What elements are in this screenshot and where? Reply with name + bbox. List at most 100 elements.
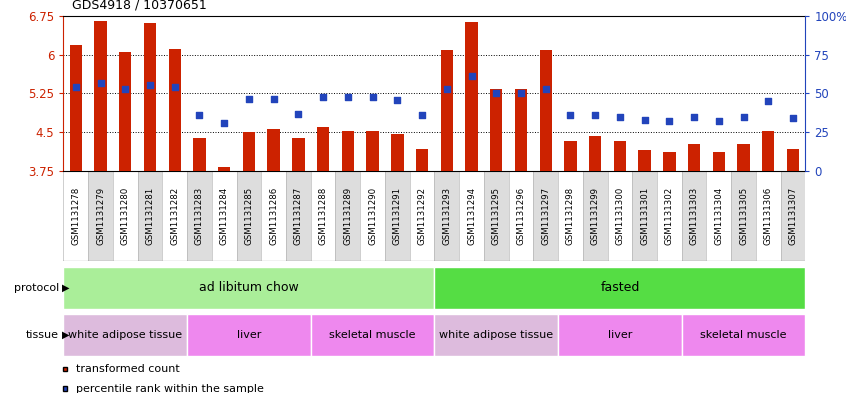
Point <box>761 98 775 104</box>
Bar <box>63 314 187 356</box>
Text: GSM1131297: GSM1131297 <box>541 187 550 245</box>
Bar <box>261 171 286 261</box>
Text: GSM1131279: GSM1131279 <box>96 187 105 245</box>
Bar <box>731 171 756 261</box>
Bar <box>762 130 774 171</box>
Bar <box>465 22 478 171</box>
Bar <box>113 171 138 261</box>
Text: GSM1131299: GSM1131299 <box>591 187 600 245</box>
Bar <box>286 171 310 261</box>
Bar <box>657 171 682 261</box>
Text: GSM1131296: GSM1131296 <box>516 187 525 245</box>
Text: GSM1131302: GSM1131302 <box>665 187 674 245</box>
Point <box>217 120 231 126</box>
Bar <box>682 171 706 261</box>
Bar <box>533 171 558 261</box>
Point <box>168 83 182 90</box>
Bar <box>756 171 781 261</box>
Text: GSM1131306: GSM1131306 <box>764 187 772 245</box>
Bar <box>434 267 805 309</box>
Point <box>589 112 602 118</box>
Point <box>440 86 453 92</box>
Text: GSM1131307: GSM1131307 <box>788 187 798 245</box>
Bar <box>787 149 799 171</box>
Point <box>69 83 83 90</box>
Text: liver: liver <box>607 330 632 340</box>
Point <box>316 94 330 100</box>
Bar <box>336 171 360 261</box>
Bar <box>267 129 280 171</box>
Text: ▶: ▶ <box>62 330 69 340</box>
Bar <box>69 45 82 171</box>
Bar <box>459 171 484 261</box>
Point <box>266 95 280 102</box>
Bar <box>632 171 657 261</box>
Bar <box>218 167 230 171</box>
Text: GSM1131278: GSM1131278 <box>71 187 80 245</box>
Bar <box>88 171 113 261</box>
Bar <box>366 130 379 171</box>
Text: GSM1131282: GSM1131282 <box>170 187 179 245</box>
Bar <box>342 130 354 171</box>
Text: GSM1131292: GSM1131292 <box>418 187 426 245</box>
Bar <box>706 171 731 261</box>
Bar <box>63 171 88 261</box>
Bar <box>589 136 602 171</box>
Point <box>391 96 404 103</box>
Text: GSM1131294: GSM1131294 <box>467 187 476 245</box>
Bar <box>781 171 805 261</box>
Point <box>539 86 552 92</box>
Text: GDS4918 / 10370651: GDS4918 / 10370651 <box>72 0 206 12</box>
Bar <box>416 149 428 171</box>
Bar <box>243 132 255 171</box>
Text: GSM1131284: GSM1131284 <box>220 187 228 245</box>
Bar <box>317 127 329 171</box>
Bar <box>434 171 459 261</box>
Text: GSM1131285: GSM1131285 <box>244 187 254 245</box>
Bar <box>434 314 558 356</box>
Bar <box>540 50 552 171</box>
Bar <box>63 267 434 309</box>
Point <box>464 73 478 79</box>
Bar <box>564 141 577 171</box>
Bar <box>292 138 305 171</box>
Text: GSM1131291: GSM1131291 <box>393 187 402 245</box>
Text: ad libitum chow: ad libitum chow <box>199 281 299 294</box>
Point <box>662 118 676 124</box>
Bar <box>168 50 181 171</box>
Text: protocol: protocol <box>14 283 59 293</box>
Bar <box>391 134 404 171</box>
Point <box>365 94 379 100</box>
Bar <box>712 152 725 171</box>
Point <box>638 117 651 123</box>
Bar <box>310 314 435 356</box>
Point <box>118 86 132 92</box>
Bar <box>515 89 527 171</box>
Text: GSM1131298: GSM1131298 <box>566 187 575 245</box>
Text: GSM1131301: GSM1131301 <box>640 187 649 245</box>
Text: GSM1131303: GSM1131303 <box>689 187 699 245</box>
Text: GSM1131283: GSM1131283 <box>195 187 204 245</box>
Bar <box>613 141 626 171</box>
Text: GSM1131290: GSM1131290 <box>368 187 377 245</box>
Bar <box>187 314 310 356</box>
Text: ▶: ▶ <box>62 283 69 293</box>
Point <box>341 94 354 100</box>
Text: skeletal muscle: skeletal muscle <box>329 330 416 340</box>
Bar <box>682 314 805 356</box>
Bar <box>193 138 206 171</box>
Point <box>687 114 700 120</box>
Point <box>737 114 750 120</box>
Text: percentile rank within the sample: percentile rank within the sample <box>76 384 264 393</box>
Text: GSM1131281: GSM1131281 <box>146 187 155 245</box>
Bar <box>738 143 750 171</box>
Text: GSM1131300: GSM1131300 <box>615 187 624 245</box>
Bar <box>639 150 651 171</box>
Bar <box>508 171 533 261</box>
Text: GSM1131280: GSM1131280 <box>121 187 129 245</box>
Bar <box>187 171 212 261</box>
Bar <box>310 171 336 261</box>
Point <box>613 114 627 120</box>
Bar <box>490 89 503 171</box>
Bar <box>688 143 700 171</box>
